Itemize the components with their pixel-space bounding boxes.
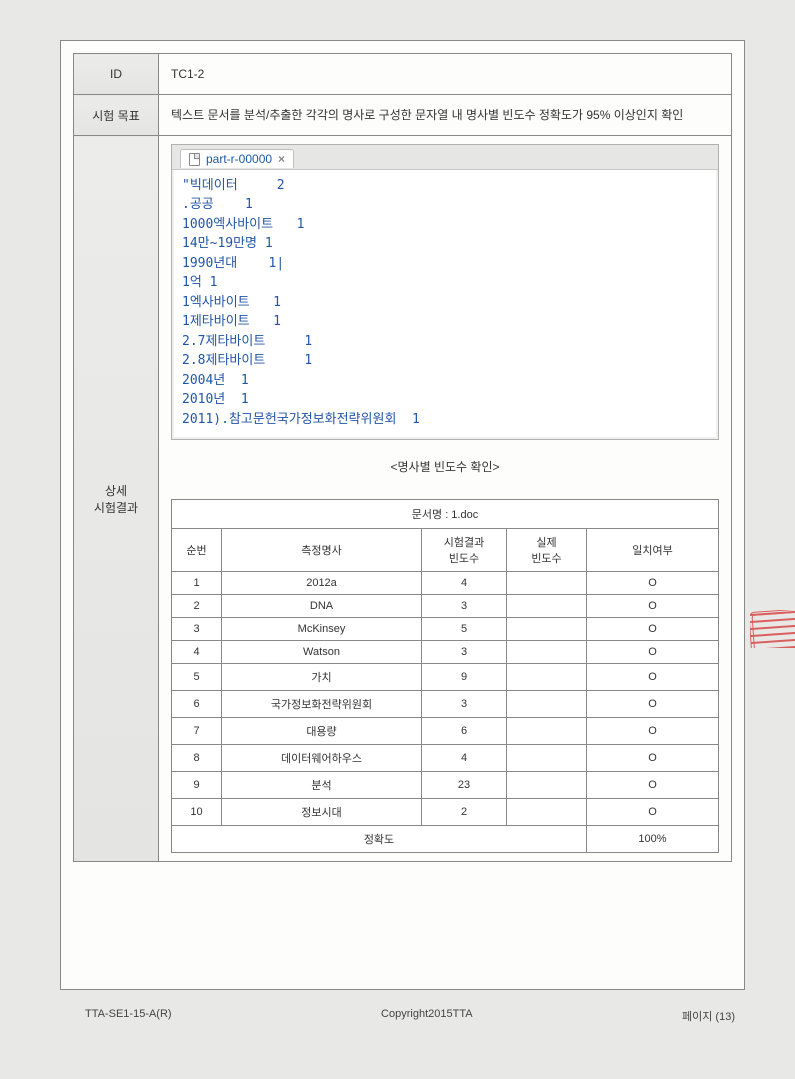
table-cell: O [587,618,719,641]
table-cell: DNA [222,595,422,618]
accuracy-value: 100% [587,826,719,853]
table-cell: 1 [172,572,222,595]
result-cell: part-r-00000 × "빅데이터 2 .공공 1 1000엑사바이트 1… [159,136,732,862]
col-num: 순번 [172,529,222,572]
table-cell: 5 [172,664,222,691]
meta-row-id: ID TC1-2 [74,54,732,95]
table-row: 9분석23 O [172,772,719,799]
table-row: 3McKinsey5 O [172,618,719,641]
table-cell [507,618,587,641]
table-cell: O [587,595,719,618]
console-panel: part-r-00000 × "빅데이터 2 .공공 1 1000엑사바이트 1… [171,144,719,440]
table-cell: 가치 [222,664,422,691]
table-cell: 4 [172,641,222,664]
table-cell: 9 [172,772,222,799]
table-cell: 3 [422,641,507,664]
table-cell: O [587,745,719,772]
doc-header-row: 순번 측정명사 시험결과 빈도수 실제 빈도수 일치여부 [172,529,719,572]
doc-rows: 12012a4O2DNA3O3McKinsey5O4Watson3O5가치9O6… [172,572,719,826]
table-cell [507,572,587,595]
doc-title: 문서명 : 1.doc [172,500,719,529]
file-tab[interactable]: part-r-00000 × [180,149,294,168]
table-cell: 4 [422,572,507,595]
table-cell [507,799,587,826]
stamp-icon [750,610,795,648]
table-row: 8데이터웨어하우스4 O [172,745,719,772]
table-cell [507,595,587,618]
table-cell: 2 [172,595,222,618]
table-row: 6국가정보화전략위원회3 O [172,691,719,718]
table-cell: 5 [422,618,507,641]
meta-row-result: 상세 시험결과 part-r-00000 × "빅데이터 2 .공공 1 100… [74,136,732,862]
table-cell: 대용량 [222,718,422,745]
table-cell: 3 [422,595,507,618]
table-cell: O [587,664,719,691]
table-cell: O [587,799,719,826]
id-label: ID [74,54,159,95]
sub-caption: <명사별 빈도수 확인> [171,458,719,475]
file-icon [189,153,200,166]
table-cell: 2 [422,799,507,826]
table-cell: O [587,691,719,718]
table-cell: 국가정보화전략위원회 [222,691,422,718]
doc-title-row: 문서명 : 1.doc [172,500,719,529]
page-outline: ID TC1-2 시험 목표 텍스트 문서를 분석/추출한 각각의 명사로 구성… [60,40,745,990]
table-cell: 10 [172,799,222,826]
table-cell [507,772,587,799]
table-cell: McKinsey [222,618,422,641]
table-row: 10정보시대2 O [172,799,719,826]
table-row: 4Watson3 O [172,641,719,664]
table-cell: 분석 [222,772,422,799]
table-cell: 6 [422,718,507,745]
goal-value: 텍스트 문서를 분석/추출한 각각의 명사로 구성한 문자열 내 명사별 빈도수… [159,95,732,136]
table-row: 5가치9 O [172,664,719,691]
col-match: 일치여부 [587,529,719,572]
table-cell: 9 [422,664,507,691]
footer-right: 페이지 (13) [682,1008,735,1024]
table-cell [507,718,587,745]
table-row: 7대용량6 O [172,718,719,745]
table-cell: O [587,718,719,745]
id-value: TC1-2 [159,54,732,95]
table-cell: O [587,641,719,664]
meta-row-goal: 시험 목표 텍스트 문서를 분석/추출한 각각의 명사로 구성한 문자열 내 명… [74,95,732,136]
table-cell: 3 [172,618,222,641]
console-output: "빅데이터 2 .공공 1 1000엑사바이트 1 14만~19만명 1 199… [172,170,718,440]
table-row: 12012a4 O [172,572,719,595]
table-cell [507,641,587,664]
table-cell: 7 [172,718,222,745]
meta-table: ID TC1-2 시험 목표 텍스트 문서를 분석/추출한 각각의 명사로 구성… [73,53,732,862]
table-cell [507,664,587,691]
table-cell: O [587,572,719,595]
accuracy-label: 정확도 [172,826,587,853]
table-cell: 6 [172,691,222,718]
tab-bar: part-r-00000 × [172,145,718,170]
table-cell: 4 [422,745,507,772]
table-cell: 3 [422,691,507,718]
doc-table: 문서명 : 1.doc 순번 측정명사 시험결과 빈도수 실제 빈도수 일치여부… [171,499,719,853]
close-icon[interactable]: × [278,152,285,166]
table-cell [507,691,587,718]
accuracy-row: 정확도 100% [172,826,719,853]
tab-label: part-r-00000 [206,152,272,166]
col-actual: 실제 빈도수 [507,529,587,572]
table-cell: O [587,772,719,799]
footer-left: TTA-SE1-15-A(R) [85,1008,172,1024]
footer-center: Copyright2015TTA [381,1008,473,1024]
table-cell: 2012a [222,572,422,595]
table-row: 2DNA3 O [172,595,719,618]
table-cell: 정보시대 [222,799,422,826]
col-test: 시험결과 빈도수 [422,529,507,572]
table-cell: 8 [172,745,222,772]
table-cell: 데이터웨어하우스 [222,745,422,772]
goal-label: 시험 목표 [74,95,159,136]
col-noun: 측정명사 [222,529,422,572]
table-cell [507,745,587,772]
table-cell: Watson [222,641,422,664]
page-footer: TTA-SE1-15-A(R) Copyright2015TTA 페이지 (13… [60,990,745,1024]
result-label: 상세 시험결과 [74,136,159,862]
table-cell: 23 [422,772,507,799]
